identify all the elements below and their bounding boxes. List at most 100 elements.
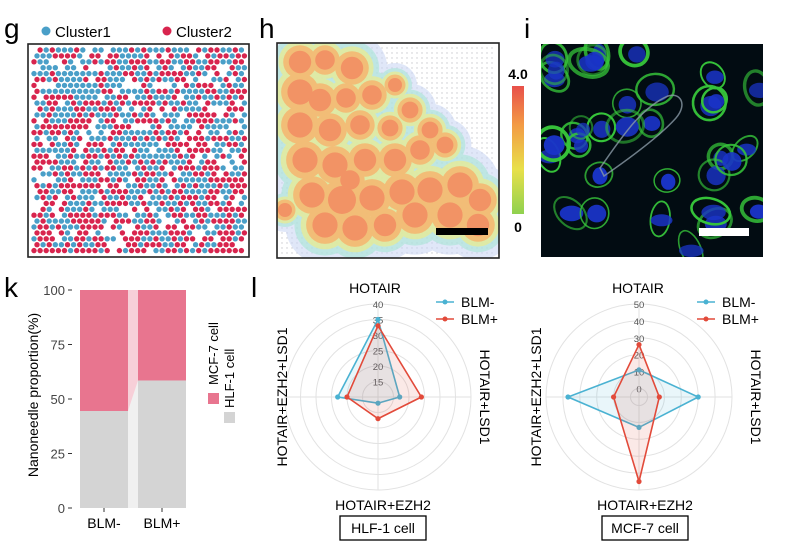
cluster-dot [226, 47, 232, 53]
cluster-dot [150, 230, 156, 236]
cluster-dot [214, 141, 220, 148]
cluster-dot [113, 194, 120, 201]
cluster-dot [43, 118, 49, 124]
grid-dot [491, 117, 493, 119]
cell-membrane [742, 69, 763, 107]
cluster-dot [58, 112, 65, 118]
cluster-dot [168, 112, 174, 118]
cluster-dot [107, 171, 113, 177]
grid-dot [441, 52, 443, 54]
cluster-dot [196, 200, 202, 207]
cluster-dot [58, 206, 65, 212]
cluster-dot [205, 218, 211, 224]
cluster-dot [141, 141, 147, 148]
cluster-dot [168, 88, 174, 95]
grid-dot [456, 107, 458, 109]
cluster-dot [171, 47, 177, 53]
cluster-dot [241, 65, 248, 71]
cluster-dot [125, 159, 132, 165]
cluster-dot [64, 159, 71, 165]
cluster-dot [107, 135, 113, 142]
cluster-dot [208, 94, 214, 100]
cluster-dot [131, 206, 138, 212]
cluster-dot [147, 59, 153, 65]
cluster-dot [223, 76, 229, 83]
heat-blob [350, 115, 370, 135]
grid-dot [436, 47, 438, 49]
cluster-dot [104, 70, 110, 77]
cluster-dot [171, 177, 177, 183]
radar-mcf7-legend-label-blm-minus: BLM- [722, 294, 756, 310]
cluster-dot [159, 106, 165, 112]
cluster-dot [162, 206, 168, 212]
cluster-dot [214, 94, 220, 100]
cluster-dot [229, 65, 235, 71]
cluster-dot [147, 129, 153, 136]
cluster-dot [235, 53, 241, 59]
radar-point [375, 316, 381, 323]
cluster-dot [168, 242, 174, 248]
cluster-dot [183, 236, 190, 242]
cluster-dot [211, 112, 217, 118]
cluster-dot [238, 59, 245, 65]
cluster-dot [64, 112, 71, 118]
grid-dot [451, 62, 453, 64]
cluster-dot [214, 224, 220, 230]
cluster-dot [196, 59, 202, 65]
cluster-dot [208, 129, 214, 136]
cluster-dot [150, 88, 156, 95]
cluster-dot [43, 247, 49, 254]
cluster-dot [55, 82, 62, 89]
cluster-dot [83, 65, 89, 71]
grid-dot [406, 62, 408, 64]
cluster-dot [141, 59, 147, 65]
cluster-dot [86, 141, 92, 148]
cluster-dot [55, 153, 62, 159]
cluster-dot [241, 194, 248, 201]
heat-blob [322, 152, 348, 178]
cluster-dot [186, 147, 193, 153]
cluster-dot [156, 65, 162, 71]
cluster-dot [95, 53, 101, 59]
grid-dot [461, 92, 463, 94]
cluster-dot [232, 106, 238, 112]
grid-dot [401, 47, 403, 49]
colorbar-max-label: 4.0 [508, 66, 528, 82]
cluster-dot [183, 141, 190, 148]
cluster-dot [80, 82, 86, 89]
cluster-dot [141, 236, 147, 242]
cluster-dot [95, 147, 101, 153]
cluster-dot [122, 59, 129, 65]
cluster-dot [55, 165, 62, 171]
cluster-dot [226, 247, 232, 254]
cluster-dot [168, 76, 174, 83]
cluster-dot [141, 177, 147, 183]
radar-mcf7-labels: HOTAIR HOTAIR+LSD1 HOTAIR+EZH2 HOTAIR+EZ… [528, 280, 764, 541]
cluster-dot [162, 183, 168, 189]
cluster-dot [220, 177, 226, 183]
cluster-dot [214, 188, 220, 195]
cluster-dot [168, 171, 174, 177]
cell-nucleus [706, 70, 724, 84]
grid-dot [406, 52, 408, 54]
cluster-dot [119, 53, 126, 59]
grid-dot [491, 92, 493, 94]
cluster-dot [34, 124, 40, 130]
cluster-dot [220, 200, 226, 207]
cluster-dot [67, 177, 74, 183]
cluster-dot [138, 230, 144, 236]
cluster-dot [98, 70, 104, 77]
cluster-dot [64, 242, 71, 248]
cluster-dot [232, 165, 238, 171]
cluster-dot [55, 129, 62, 136]
cluster-dot [80, 106, 86, 112]
cell-nucleus [592, 167, 608, 185]
cluster-dot [208, 200, 214, 207]
cluster-dot [183, 153, 190, 159]
cluster-dot [55, 106, 62, 112]
caption-mcf7: MCF-7 cell [611, 520, 679, 536]
radar-mcf7-axis-bottom: HOTAIR+EZH2 [597, 497, 693, 513]
k-category-label: BLM+ [144, 515, 181, 531]
grid-dot [486, 67, 488, 69]
grid-dot [471, 82, 473, 84]
